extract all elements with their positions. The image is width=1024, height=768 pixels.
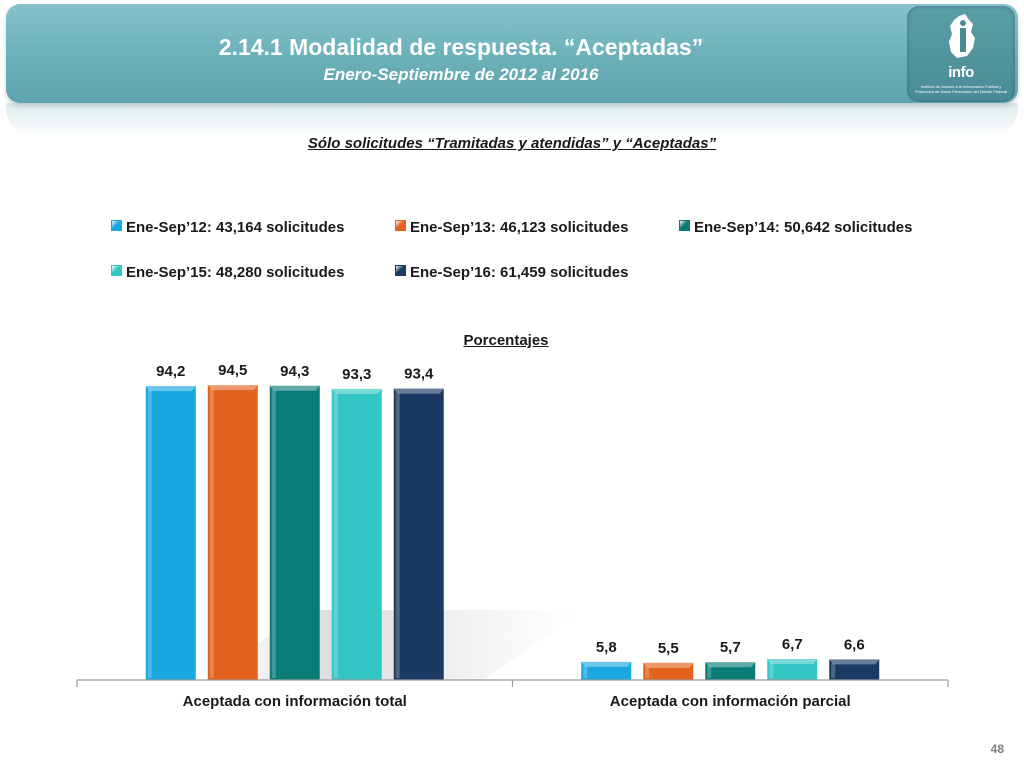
bar-highlight (583, 665, 588, 678)
header-banner: 2.14.1 Modalidad de respuesta. “Aceptada… (6, 4, 1018, 103)
infodf-logo: info Instituto de Acceso a la Informació… (907, 6, 1015, 102)
bar-body (643, 662, 694, 680)
category-label: Aceptada con información total (183, 693, 407, 710)
chart-title: Porcentajes (463, 332, 549, 349)
bar-highlight (707, 666, 712, 678)
bar-highlight (209, 389, 214, 678)
bar-bevel (393, 388, 444, 394)
bar-value-label: 6,6 (844, 636, 865, 653)
page-title: 2.14.1 Modalidad de respuesta. “Aceptada… (218, 34, 704, 60)
legend-label: Ene-Sep’13: 46,123 solicitudes (410, 219, 629, 236)
bar (207, 385, 258, 680)
bar-highlight (645, 666, 650, 678)
legend-item: Ene-Sep’12: 43,164 solicitudes (111, 219, 344, 236)
page-subtitle: Enero-Septiembre de 2012 al 2016 (323, 65, 599, 84)
bar (767, 659, 818, 680)
legend-label: Ene-Sep’15: 48,280 solicitudes (126, 264, 345, 281)
bar-body (331, 388, 382, 680)
legend-swatch (111, 265, 122, 276)
bar-highlight (831, 663, 836, 678)
bar-bevel (767, 659, 818, 665)
logo-caption: Instituto de Acceso a la Información Púb… (915, 84, 1007, 94)
bar-bevel (269, 385, 320, 391)
bar (705, 662, 756, 680)
bar-body (767, 659, 818, 680)
bar (331, 388, 382, 680)
bar (643, 662, 694, 680)
page-number: 48 (990, 742, 1004, 756)
bar-body (145, 386, 196, 680)
bar (393, 388, 444, 680)
bar-bevel (705, 662, 756, 668)
legend-item: Ene-Sep’15: 48,280 solicitudes (111, 264, 344, 281)
bar-body (207, 385, 258, 680)
bar-value-label: 93,3 (342, 366, 371, 383)
bar-bevel (581, 661, 632, 667)
bar-highlight (147, 390, 152, 678)
bar-value-label: 94,5 (218, 362, 247, 379)
legend-swatch (395, 220, 406, 231)
header-reflection (6, 103, 1018, 137)
bar-value-label: 5,5 (658, 640, 679, 657)
legend-swatch (111, 220, 122, 231)
bar-bevel (331, 388, 382, 394)
bar-value-label: 94,3 (280, 363, 309, 380)
bar-body (581, 661, 632, 680)
legend-item: Ene-Sep’14: 50,642 solicitudes (679, 219, 912, 236)
bar-body (829, 659, 880, 680)
bar (269, 385, 320, 680)
bar-highlight (333, 392, 338, 678)
legend-item: Ene-Sep’13: 46,123 solicitudes (395, 219, 628, 236)
bar-body (705, 662, 756, 680)
bar-highlight (395, 392, 400, 678)
bar (829, 659, 880, 680)
bar-body (269, 385, 320, 680)
bar-highlight (769, 663, 774, 678)
city-map-icon (949, 14, 975, 58)
section-title: Sólo solicitudes “Tramitadas y atendidas… (307, 135, 717, 152)
legend-swatch (395, 265, 406, 276)
legend-item: Ene-Sep’16: 61,459 solicitudes (395, 264, 628, 281)
bar-bevel (643, 662, 694, 668)
bar-value-label: 6,7 (782, 636, 803, 653)
legend-label: Ene-Sep’16: 61,459 solicitudes (410, 264, 629, 281)
bar-value-label: 94,2 (156, 363, 185, 380)
bar-value-label: 5,8 (596, 639, 617, 656)
bar (145, 386, 196, 680)
category-label: Aceptada con información parcial (610, 693, 851, 710)
legend-label: Ene-Sep’12: 43,164 solicitudes (126, 219, 345, 236)
bar-bevel (145, 386, 196, 392)
bar (581, 661, 632, 680)
bar-bevel (829, 659, 880, 665)
bar-bevel (207, 385, 258, 391)
logo-wordmark: info (948, 64, 974, 81)
bar-body (393, 388, 444, 680)
bar-value-label: 93,4 (404, 366, 434, 383)
legend-swatch (679, 220, 690, 231)
bar-value-label: 5,7 (720, 639, 741, 656)
legend-label: Ene-Sep’14: 50,642 solicitudes (694, 219, 913, 236)
bar-shadow (205, 610, 584, 680)
bar-highlight (271, 389, 276, 678)
